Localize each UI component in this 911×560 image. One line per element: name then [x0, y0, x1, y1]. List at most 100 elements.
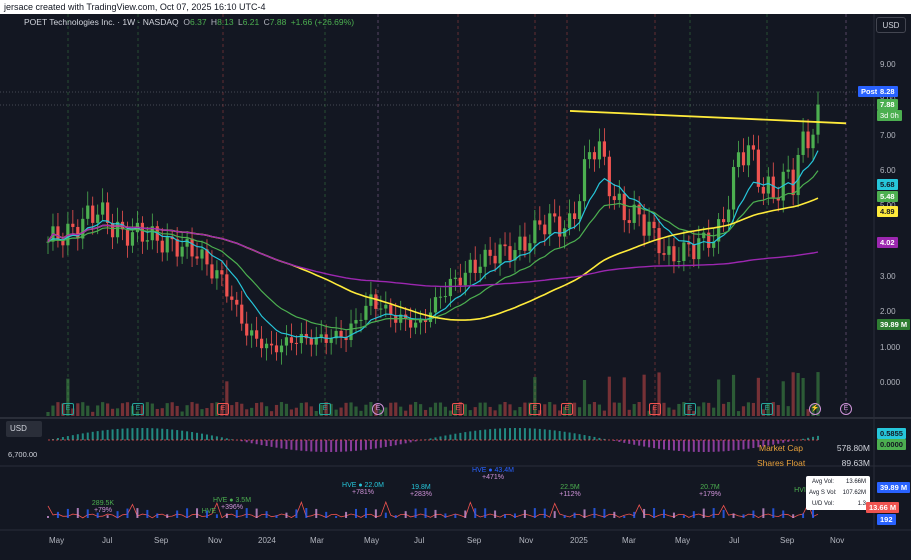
volume-spike	[205, 510, 208, 518]
candle-body	[493, 255, 497, 264]
time-tick: Mar	[622, 536, 636, 545]
candle-body	[115, 221, 120, 238]
currency-button[interactable]: USD	[876, 17, 906, 33]
candle-body	[81, 218, 85, 239]
earnings-marker[interactable]: E	[217, 403, 229, 415]
volume-bar	[110, 408, 115, 416]
volume-bar	[304, 402, 308, 416]
osc-bar	[250, 440, 253, 444]
osc-bar	[513, 428, 516, 440]
osc-bar	[186, 431, 189, 440]
candle-body	[503, 244, 507, 247]
volume-bar	[801, 377, 805, 416]
osc-bar	[330, 440, 333, 452]
low-value: 6.21	[242, 17, 260, 27]
volume-spike	[812, 509, 815, 518]
volume-bar	[175, 405, 179, 416]
osc-bar	[692, 440, 695, 452]
candle-body	[269, 343, 274, 346]
vol-right-tag: 39.89 M	[877, 482, 911, 493]
volume-bar	[751, 402, 756, 416]
osc-bar	[290, 440, 293, 450]
volume-bar	[46, 412, 50, 416]
shares-float-label: Shares Float	[757, 458, 806, 468]
earnings-marker[interactable]: E	[372, 403, 384, 415]
volume-spike	[643, 508, 646, 518]
osc-bar	[91, 431, 94, 440]
volume-bar	[702, 402, 706, 416]
osc-bar	[141, 428, 144, 440]
candle-body	[344, 337, 348, 341]
volume-bar	[518, 406, 522, 416]
earnings-marker[interactable]: E	[319, 403, 331, 415]
candle-body	[712, 241, 716, 248]
osc-bar	[265, 440, 268, 447]
candle-body	[274, 345, 279, 353]
time-tick: May	[364, 536, 380, 545]
volume-bar	[438, 402, 443, 416]
osc-bar	[379, 440, 382, 448]
osc-bar	[762, 440, 765, 447]
volume-spike	[792, 514, 795, 518]
candle-body	[255, 330, 259, 339]
candle-body	[299, 333, 303, 344]
osc-bar	[518, 428, 521, 440]
osc-bar	[305, 440, 308, 452]
candle-body	[190, 238, 194, 257]
volume-bar	[483, 402, 487, 416]
volume-spike	[374, 509, 377, 518]
osc-bar	[707, 440, 710, 452]
volume-spike	[444, 513, 447, 518]
volume-spike	[275, 515, 278, 518]
osc-bar	[340, 440, 343, 452]
indicator-currency-button[interactable]: USD	[6, 421, 42, 437]
earnings-marker[interactable]: E	[452, 403, 464, 415]
earnings-marker[interactable]: E	[761, 403, 773, 415]
osc-bar	[275, 440, 278, 448]
osc-bar	[335, 440, 338, 452]
earnings-marker[interactable]: E	[684, 403, 696, 415]
osc-bar	[469, 431, 472, 440]
volume-spike	[335, 515, 338, 518]
volume-bar	[682, 402, 686, 416]
candle-body	[314, 337, 318, 345]
earnings-marker[interactable]: E	[840, 403, 852, 415]
earnings-marker[interactable]: E	[529, 403, 541, 415]
high-key: H	[210, 17, 218, 27]
candle-body	[617, 193, 621, 201]
volume-bar	[289, 409, 294, 416]
osc-bar	[300, 440, 303, 451]
earnings-marker[interactable]: E	[132, 403, 144, 415]
candle-body	[309, 338, 313, 345]
volume-spike	[345, 511, 348, 518]
volume-bar	[150, 403, 154, 416]
osc-bar	[658, 440, 661, 449]
symbol-title[interactable]: POET Technologies Inc. · 1W · NASDAQ	[24, 17, 179, 27]
volume-spike	[235, 509, 238, 518]
candle-body	[816, 104, 820, 135]
price-tick: 6.00	[880, 166, 896, 175]
candle-body	[106, 202, 110, 223]
earnings-marker[interactable]: E	[649, 403, 661, 415]
candle-body	[543, 224, 547, 235]
osc-bar	[588, 435, 591, 440]
volume-spike	[653, 508, 656, 518]
volume-bar	[726, 402, 731, 416]
candle-body	[145, 240, 149, 242]
osc-bar	[205, 434, 208, 440]
earnings-marker[interactable]: E	[62, 403, 74, 415]
volume-bar	[433, 402, 438, 416]
candle-body	[558, 216, 562, 237]
earnings-marker[interactable]: E	[561, 403, 573, 415]
vol-label-6: 22.5M +112%	[559, 484, 581, 498]
volume-spike	[583, 509, 586, 518]
osc-bar	[459, 432, 462, 440]
price-tick: 2.00	[880, 307, 896, 317]
earnings-marker[interactable]: ⚡	[809, 403, 821, 415]
volume-bar	[329, 403, 333, 416]
osc-bar	[71, 435, 74, 440]
candle-body	[329, 338, 333, 343]
candle-body	[374, 294, 378, 309]
volume-bar	[255, 402, 259, 416]
